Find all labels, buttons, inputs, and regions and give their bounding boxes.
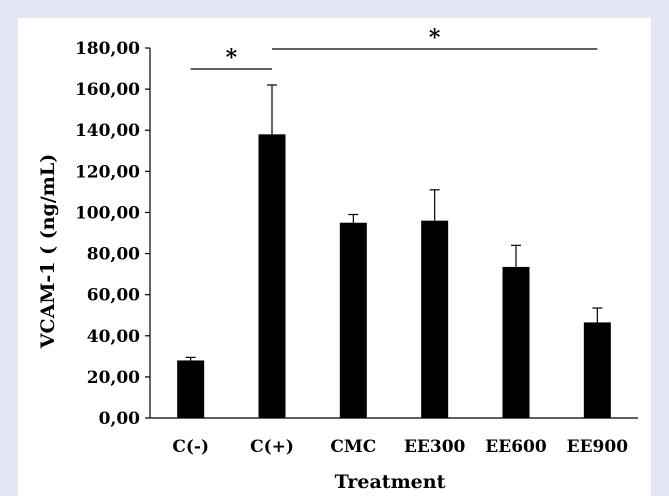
x-tick-label: CMC: [330, 437, 376, 457]
bar: [583, 322, 611, 418]
bar: [258, 134, 286, 418]
y-tick-label: 0,00: [99, 409, 141, 429]
y-tick-label: 120,00: [75, 162, 140, 182]
bar: [421, 220, 449, 418]
x-tick-label: EE300: [404, 437, 466, 457]
bar-chart: 0,00 20,00 40,00 60,00 80,00 100,00 120,00 140,…: [37, 25, 638, 493]
x-tick-label: C(+): [250, 437, 294, 457]
y-tick-label: 20,00: [87, 368, 140, 388]
y-tick-label: 140,00: [75, 121, 140, 141]
bars: [177, 134, 611, 418]
x-tick-labels: C(-) C(+) CMC EE300 EE600 EE900: [172, 437, 628, 457]
y-axis-label: VCAM-1 ( (ng/mL): [37, 154, 59, 349]
y-tick-label: 160,00: [75, 80, 140, 100]
significance-markers: **: [190, 25, 598, 71]
bar: [177, 360, 205, 418]
significance-star: *: [429, 25, 441, 51]
x-tick-label: EE900: [567, 437, 629, 457]
y-tick-label: 80,00: [87, 245, 140, 265]
y-tick-label: 60,00: [87, 286, 140, 306]
bar: [339, 222, 367, 418]
y-tick-label: 100,00: [75, 203, 140, 223]
chart-panel: 0,00 20,00 40,00 60,00 80,00 100,00 120,00 140,…: [18, 18, 651, 496]
significance-star: *: [226, 45, 238, 71]
x-tick-label: EE600: [485, 437, 547, 457]
axes: [149, 48, 638, 419]
y-ticks: 0,00 20,00 40,00 60,00 80,00 100,00 120,00 140,…: [75, 39, 150, 429]
x-tick-label: C(-): [172, 437, 209, 457]
error-bars: [185, 84, 603, 361]
y-tick-label: 180,00: [75, 39, 140, 59]
x-axis-label: Treatment: [335, 471, 446, 493]
y-tick-label: 40,00: [87, 327, 140, 347]
bar: [502, 266, 530, 418]
